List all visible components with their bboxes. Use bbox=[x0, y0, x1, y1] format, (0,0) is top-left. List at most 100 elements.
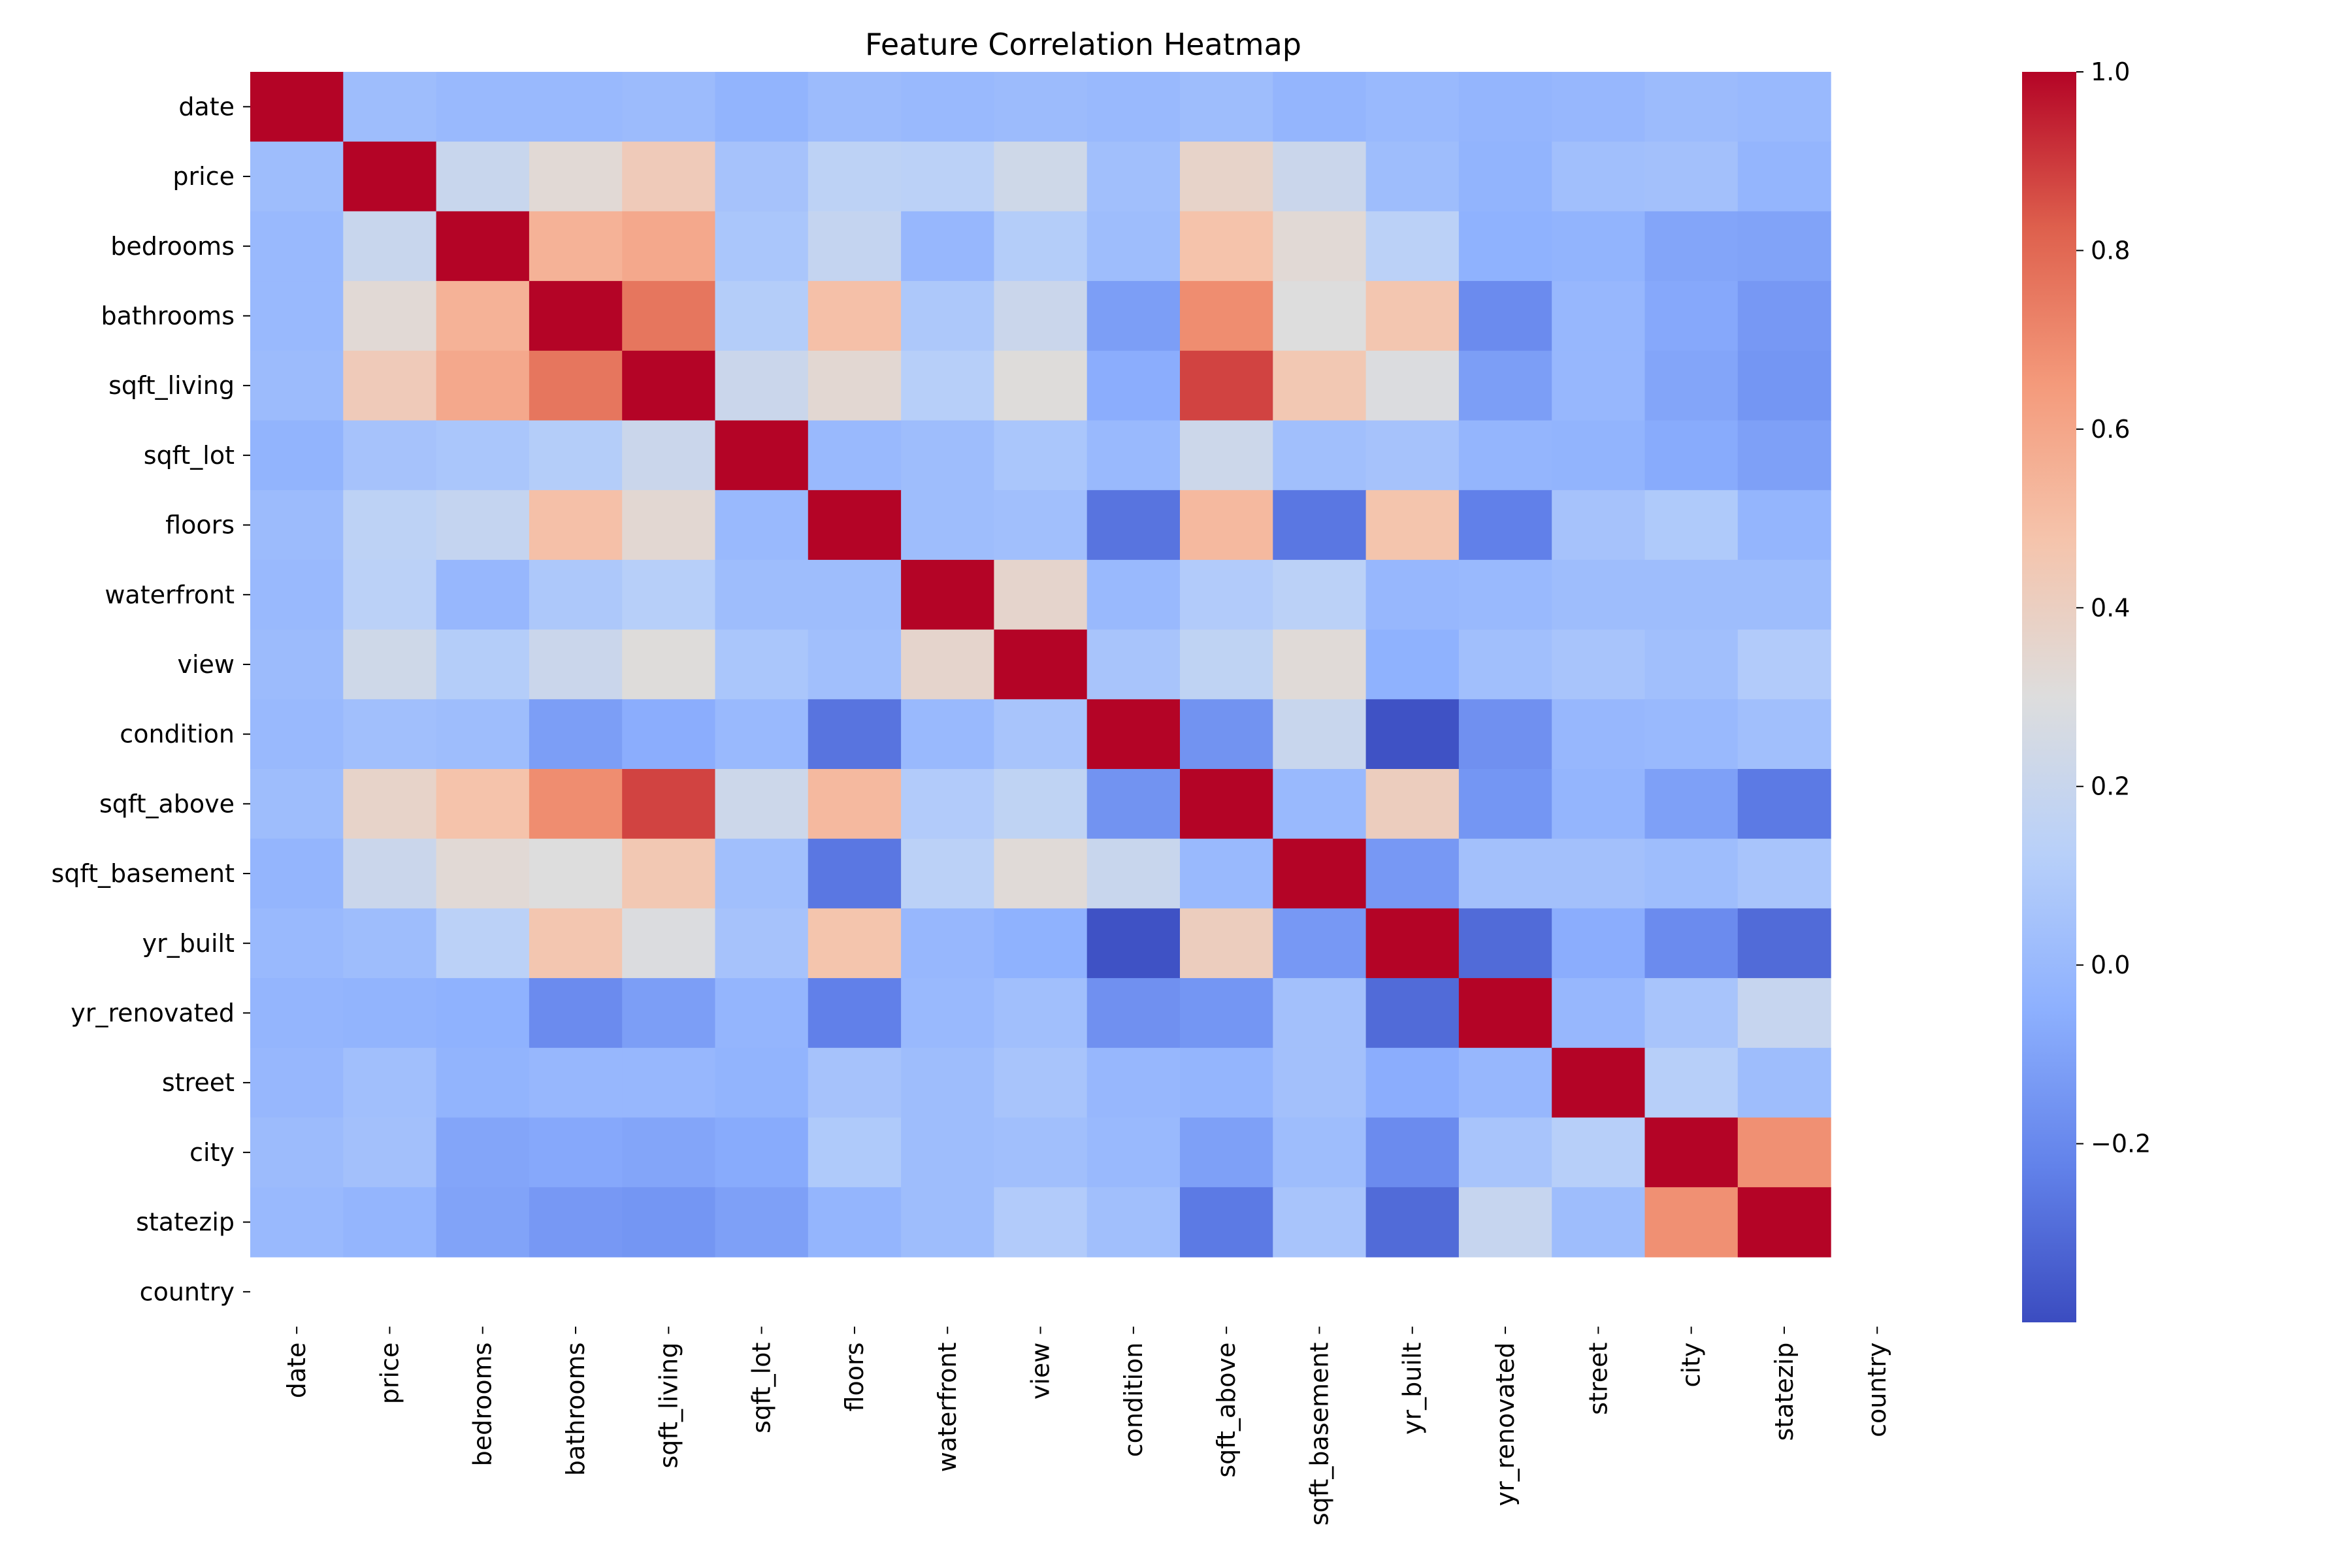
heatmap-cell bbox=[436, 281, 530, 351]
y-tick-label: yr_built bbox=[142, 929, 235, 958]
heatmap-cell bbox=[1086, 978, 1181, 1049]
heatmap-cell bbox=[1458, 350, 1552, 421]
heatmap-cell bbox=[901, 72, 994, 142]
heatmap-cell bbox=[1737, 1047, 1831, 1119]
heatmap-cell bbox=[901, 699, 994, 770]
heatmap-cell bbox=[715, 699, 809, 770]
heatmap-cell bbox=[1273, 350, 1367, 421]
heatmap-cell bbox=[1644, 420, 1739, 491]
y-tick-label: date bbox=[178, 92, 235, 121]
y-tick-label: city bbox=[189, 1138, 235, 1167]
heatmap-cell bbox=[1644, 72, 1739, 142]
heatmap-cell bbox=[250, 72, 344, 142]
colorbar-tick-label: 0.0 bbox=[2091, 951, 2130, 979]
x-tick-label: yr_renovated bbox=[1491, 1343, 1520, 1507]
x-tick-label: sqft_above bbox=[1212, 1343, 1241, 1478]
x-tick-label: waterfront bbox=[933, 1343, 962, 1473]
heatmap-cell bbox=[901, 211, 994, 282]
heatmap-cell bbox=[1273, 72, 1367, 142]
heatmap-cell bbox=[343, 629, 437, 700]
heatmap-cell bbox=[250, 769, 344, 840]
heatmap-cell bbox=[808, 629, 902, 700]
heatmap-cell bbox=[994, 141, 1088, 212]
heatmap-cell bbox=[1737, 141, 1831, 212]
heatmap-cell bbox=[1086, 211, 1181, 282]
heatmap-cell bbox=[343, 699, 437, 770]
heatmap-cell bbox=[1644, 699, 1739, 770]
heatmap-cell bbox=[994, 559, 1088, 630]
heatmap-cell bbox=[622, 908, 716, 979]
x-tick-label: floors bbox=[840, 1343, 869, 1412]
heatmap-cell bbox=[1644, 141, 1739, 212]
heatmap-cell bbox=[1180, 490, 1273, 561]
heatmap-cell bbox=[1552, 838, 1646, 909]
heatmap-cell bbox=[250, 699, 344, 770]
heatmap-cell bbox=[622, 72, 716, 142]
heatmap-cell bbox=[1180, 559, 1273, 630]
heatmap-cell bbox=[1458, 490, 1552, 561]
heatmap-cell bbox=[1365, 838, 1460, 909]
x-tick-label: sqft_basement bbox=[1305, 1343, 1333, 1526]
heatmap-cell bbox=[1644, 978, 1739, 1049]
heatmap-cell bbox=[250, 1117, 344, 1188]
heatmap-cell bbox=[529, 281, 623, 351]
x-tick-label: street bbox=[1584, 1343, 1612, 1415]
heatmap-cell bbox=[1552, 350, 1646, 421]
heatmap-cell bbox=[250, 629, 344, 700]
heatmap-cell bbox=[250, 281, 344, 351]
heatmap-cell bbox=[1552, 699, 1646, 770]
heatmap-cell bbox=[529, 350, 623, 421]
heatmap-cell bbox=[1180, 1047, 1273, 1119]
heatmap-cell bbox=[1365, 908, 1460, 979]
heatmap-cell bbox=[994, 350, 1088, 421]
heatmap-cell bbox=[250, 211, 344, 282]
x-tick-label: condition bbox=[1119, 1343, 1148, 1458]
heatmap-cell bbox=[622, 281, 716, 351]
heatmap-cells bbox=[250, 72, 1831, 1258]
heatmap-cell bbox=[1273, 908, 1367, 979]
heatmap-cell bbox=[715, 978, 809, 1049]
heatmap-cell bbox=[715, 629, 809, 700]
heatmap-cell bbox=[529, 211, 623, 282]
heatmap-cell bbox=[343, 281, 437, 351]
y-tick-label: sqft_above bbox=[99, 789, 235, 818]
heatmap-cell bbox=[1365, 1047, 1460, 1119]
heatmap-cell bbox=[529, 699, 623, 770]
heatmap-cell bbox=[436, 490, 530, 561]
heatmap-cell bbox=[994, 1047, 1088, 1119]
heatmap-cell bbox=[1086, 420, 1181, 491]
heatmap-cell bbox=[1737, 908, 1831, 979]
heatmap-cell bbox=[1086, 838, 1181, 909]
heatmap-cell bbox=[250, 490, 344, 561]
heatmap-cell bbox=[1273, 490, 1367, 561]
heatmap-cell bbox=[1273, 978, 1367, 1049]
heatmap-cell bbox=[1644, 1117, 1739, 1188]
heatmap-cell bbox=[808, 350, 902, 421]
y-tick-label: waterfront bbox=[105, 580, 235, 609]
heatmap-cell bbox=[808, 559, 902, 630]
heatmap-cell bbox=[622, 141, 716, 212]
heatmap-cell bbox=[901, 908, 994, 979]
heatmap-cell bbox=[808, 838, 902, 909]
heatmap-cell bbox=[715, 1187, 809, 1258]
heatmap-cell bbox=[1644, 490, 1739, 561]
heatmap-cell bbox=[1737, 978, 1831, 1049]
y-tick-label: bedrooms bbox=[110, 232, 235, 261]
x-tick-label: city bbox=[1677, 1343, 1706, 1388]
heatmap-cell bbox=[808, 699, 902, 770]
heatmap-cell bbox=[1552, 281, 1646, 351]
heatmap-cell bbox=[1458, 1117, 1552, 1188]
heatmap-cell bbox=[1737, 838, 1831, 909]
heatmap-cell bbox=[1365, 1187, 1460, 1258]
heatmap-cell bbox=[1086, 699, 1181, 770]
colorbar-tick-label: 0.8 bbox=[2091, 236, 2130, 265]
heatmap-cell bbox=[1552, 211, 1646, 282]
heatmap-cell bbox=[1552, 978, 1646, 1049]
heatmap-cell bbox=[808, 141, 902, 212]
heatmap-cell bbox=[436, 1047, 530, 1119]
heatmap-cell bbox=[994, 978, 1088, 1049]
y-tick-label: street bbox=[162, 1068, 235, 1097]
heatmap-cell bbox=[622, 699, 716, 770]
heatmap-cell bbox=[1365, 211, 1460, 282]
heatmap-cell bbox=[622, 1047, 716, 1119]
